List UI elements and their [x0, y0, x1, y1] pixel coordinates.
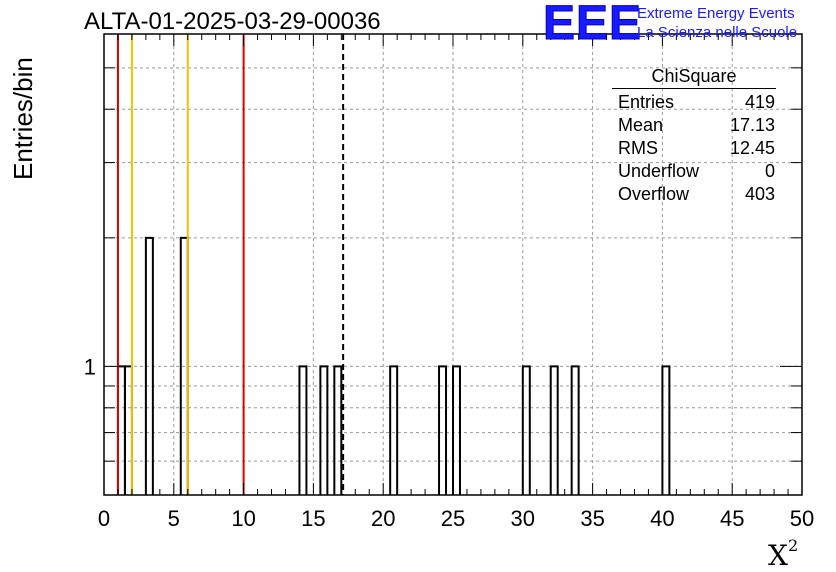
stats-row-overflow: Overflow 403	[612, 183, 775, 206]
y-tick-label: 1	[84, 354, 96, 379]
logo-caption: Extreme Energy Events La Scienza nelle S…	[637, 4, 797, 42]
histogram-bin	[521, 365, 531, 495]
x-tick-label: 50	[790, 506, 814, 531]
x-tick-label: 35	[580, 506, 604, 531]
ticks: 0 5 10 15 20 25 30 35 40 45 50 1	[84, 34, 814, 531]
stats-value: 419	[744, 92, 775, 112]
x-tick-label: 30	[511, 506, 535, 531]
x-tick-label: 25	[441, 506, 465, 531]
x-tick-label: 15	[301, 506, 325, 531]
logo-line-2: La Scienza nelle Scuole	[637, 24, 798, 41]
stats-label: RMS	[618, 138, 658, 158]
stats-label: Entries	[618, 92, 675, 112]
histogram-bin	[144, 236, 154, 495]
chart-title: ALTA-01-2025-03-29-00036	[84, 8, 381, 35]
x-tick-label: 20	[371, 506, 395, 531]
histogram-bin	[452, 365, 461, 495]
x-tick-label: 5	[168, 506, 180, 531]
histogram-bin	[333, 365, 343, 495]
x-tick-label: 40	[650, 506, 674, 531]
stats-row-rms: RMS 12.45	[612, 137, 775, 160]
x-axis-label-base: X	[768, 539, 788, 572]
histogram-bin	[319, 365, 329, 495]
stats-row-underflow: Underflow 0	[612, 160, 775, 183]
logo-line-1: Extreme Energy Events	[637, 5, 795, 22]
stats-title: ChiSquare	[612, 66, 776, 89]
x-tick-label: 10	[231, 506, 255, 531]
stats-value: 17.13	[729, 115, 775, 135]
stats-value: 0	[764, 161, 775, 181]
stats-value: 12.45	[729, 138, 775, 158]
reference-lines	[116, 34, 345, 495]
stats-box: ChiSquare Entries 419 Mean 17.13 RMS 12.…	[612, 66, 776, 206]
x-axis-label-superscript: 2	[787, 536, 799, 555]
stats-value: 403	[744, 184, 775, 204]
stats-row-mean: Mean 17.13	[612, 114, 775, 137]
x-tick-label: 0	[98, 506, 110, 531]
eee-logo: EEE	[542, 0, 643, 50]
histogram-bin	[549, 365, 559, 495]
stats-label: Underflow	[618, 161, 700, 181]
histogram-bin	[438, 365, 448, 495]
y-axis-label: Entries/bin	[8, 57, 38, 180]
histogram-bin	[661, 365, 671, 495]
x-axis-label: X2	[768, 536, 798, 572]
stats-label: Overflow	[618, 184, 690, 204]
stats-row-entries: Entries 419	[612, 91, 775, 114]
histogram-bin	[570, 365, 580, 495]
histogram-bin	[298, 365, 308, 495]
histogram-bin	[389, 365, 399, 495]
x-tick-label: 45	[720, 506, 744, 531]
stats-label: Mean	[618, 115, 664, 135]
